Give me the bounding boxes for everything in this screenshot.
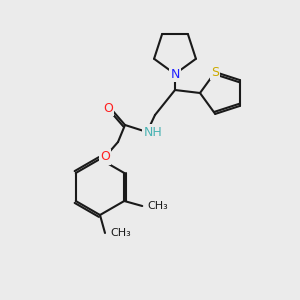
Text: NH: NH: [144, 125, 162, 139]
Text: CH₃: CH₃: [110, 228, 131, 238]
Text: O: O: [100, 151, 110, 164]
Text: S: S: [211, 66, 219, 79]
Text: CH₃: CH₃: [147, 201, 168, 211]
Text: N: N: [170, 68, 180, 80]
Text: O: O: [103, 101, 113, 115]
